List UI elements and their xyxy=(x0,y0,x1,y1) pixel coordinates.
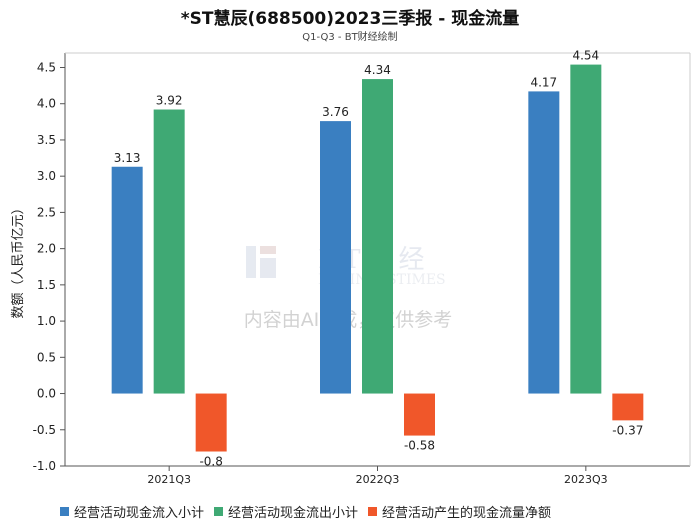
bar-2023Q3-series-1 xyxy=(570,64,602,394)
bar-data-label: 4.54 xyxy=(572,49,599,63)
chart-subtitle: Q1-Q3 - BT财经绘制 xyxy=(302,32,398,43)
legend: 经营活动现金流入小计 经营活动现金流出小计 经营活动产生的现金流量净额 xyxy=(60,502,700,521)
legend-label-net: 经营活动产生的现金流量净额 xyxy=(382,506,552,521)
y-tick-label: 0.5 xyxy=(37,350,56,364)
bar-data-label: 3.76 xyxy=(322,105,349,119)
bar-data-label: -0.37 xyxy=(612,423,643,437)
bar-data-label: 3.92 xyxy=(156,94,183,108)
y-tick-label: -0.5 xyxy=(33,423,56,437)
bar-labels: 3.13 3.92 -0.8 3.76 4.34 -0.58 4.17 4.54 -0.37 xyxy=(114,49,644,469)
bar-2021Q3-series-2 xyxy=(195,393,227,452)
bar-data-label: 3.13 xyxy=(114,151,141,165)
bar-data-label: 4.17 xyxy=(530,75,557,89)
y-tick-label: 0.0 xyxy=(37,387,56,401)
bar-data-label: 4.34 xyxy=(364,63,391,77)
legend-swatch-net xyxy=(368,507,378,516)
y-tick-label: 3.0 xyxy=(37,169,56,183)
legend-swatch-inflow xyxy=(60,507,69,516)
y-tick-label: 2.0 xyxy=(37,242,56,256)
y-tick-label: 4.0 xyxy=(37,97,56,111)
legend-swatch-outflow xyxy=(214,507,224,516)
y-tick-label: 3.5 xyxy=(37,133,56,147)
bar-2021Q3-series-1 xyxy=(153,109,185,394)
legend-label-inflow: 经营活动现金流入小计 xyxy=(74,506,205,521)
bar-2023Q3-series-0 xyxy=(528,91,560,394)
legend-label-outflow: 经营活动现金流出小计 xyxy=(228,506,359,521)
y-ticks: -1.0 -0.5 0.0 0.5 1.0 1.5 2.0 2.5 3.0 3.5 4.0 4.5 xyxy=(33,60,65,473)
bar-2022Q3-series-0 xyxy=(320,121,351,394)
watermark-logo-icon-bar xyxy=(260,246,276,254)
chart-title: *ST慧辰(688500)2023三季报 - 现金流量 xyxy=(180,9,520,29)
legend-item-inflow: 经营活动现金流入小计 xyxy=(60,502,204,521)
watermark-logo-icon-bar2 xyxy=(260,258,276,278)
x-tick-label: 2023Q3 xyxy=(564,473,608,486)
y-tick-label: 1.5 xyxy=(37,278,56,292)
x-ticks: 2021Q3 2022Q3 2023Q3 xyxy=(147,466,608,486)
y-tick-label: 2.5 xyxy=(37,205,56,219)
bar-2021Q3-series-0 xyxy=(111,166,143,394)
y-axis-label: 数额（人民币亿元） xyxy=(11,201,26,318)
bar-2023Q3-series-2 xyxy=(612,393,644,421)
bar-2022Q3-series-2 xyxy=(404,393,435,436)
legend-item-net: 经营活动产生的现金流量净额 xyxy=(368,502,551,521)
y-tick-label: 1.0 xyxy=(37,314,56,328)
watermark-logo-icon xyxy=(246,246,256,278)
y-tick-label: 4.5 xyxy=(37,60,56,74)
bars xyxy=(111,64,644,452)
x-tick-label: 2022Q3 xyxy=(356,473,400,486)
bar-2022Q3-series-1 xyxy=(362,79,393,394)
y-tick-label: -1.0 xyxy=(33,459,56,473)
bar-data-label: -0.58 xyxy=(404,439,435,453)
bar-data-label: -0.8 xyxy=(199,455,222,469)
x-tick-label: 2021Q3 xyxy=(147,473,191,486)
legend-item-outflow: 经营活动现金流出小计 xyxy=(214,502,358,521)
